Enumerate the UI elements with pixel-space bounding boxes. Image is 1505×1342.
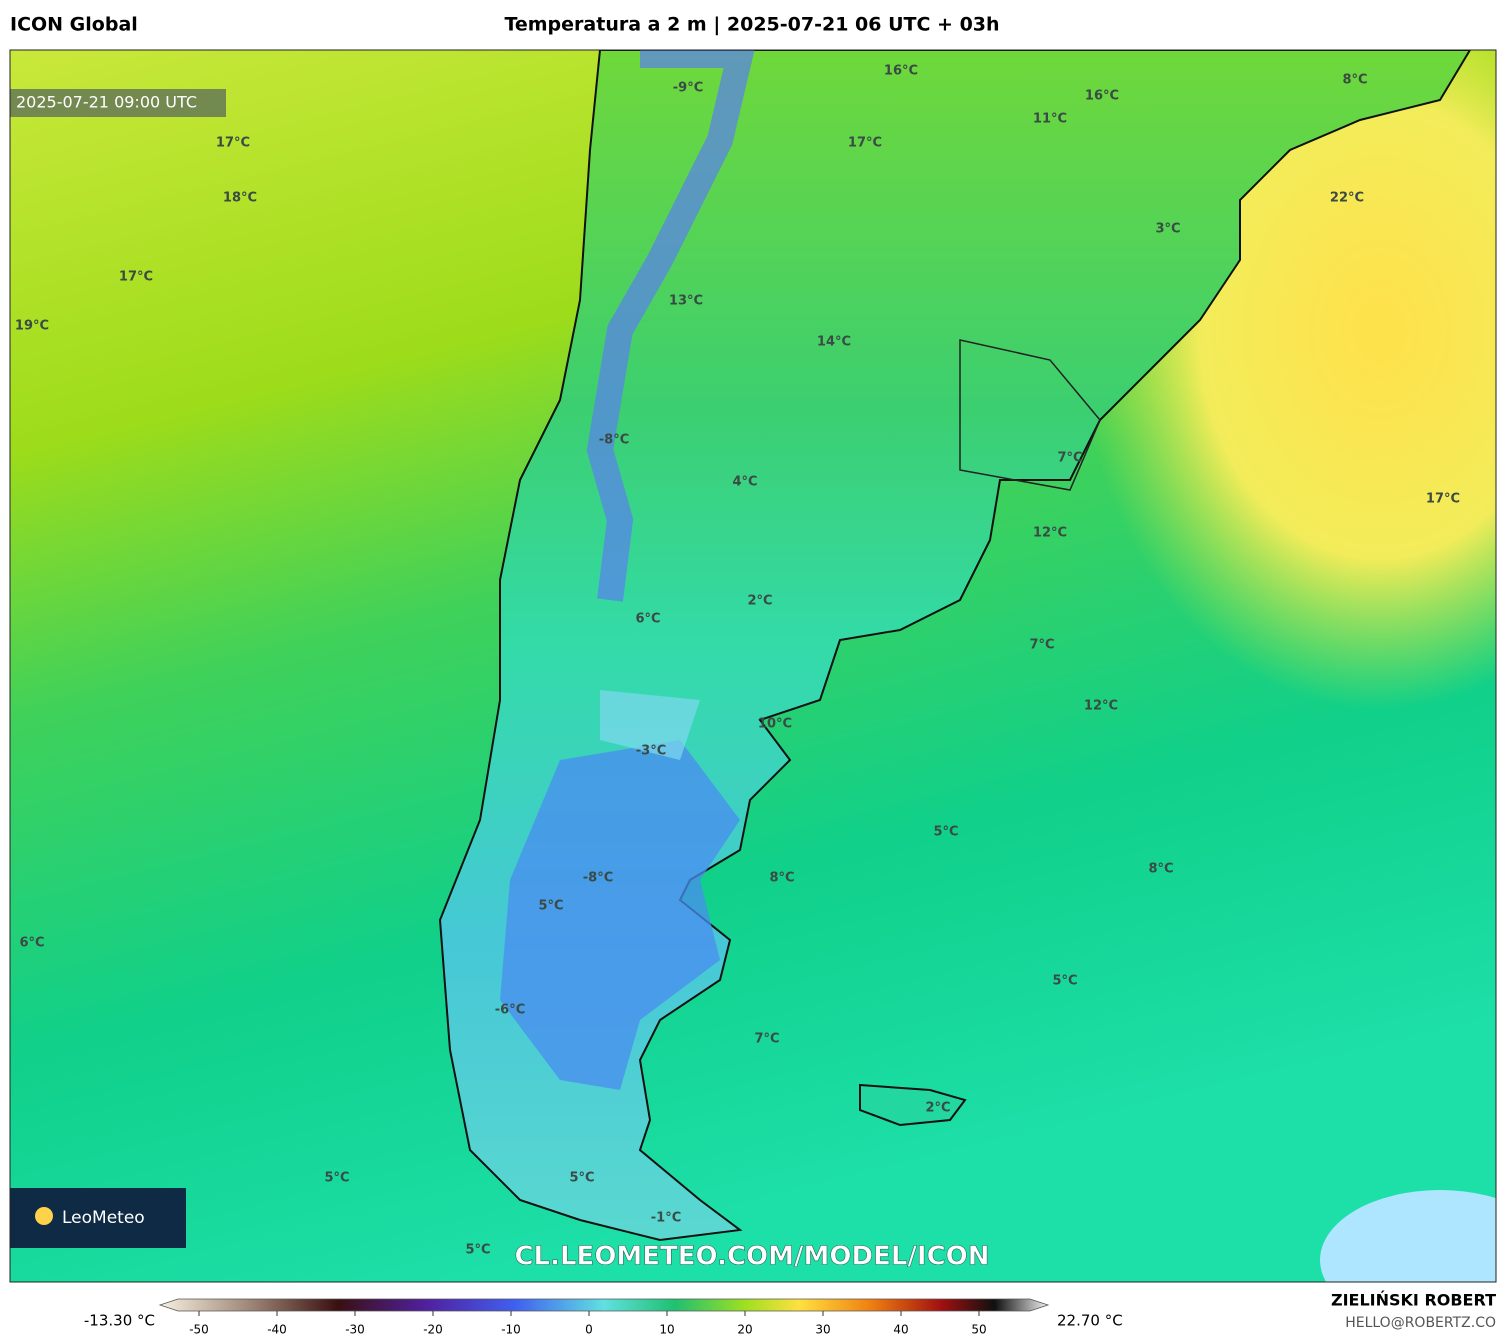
andes-cold [586,50,755,602]
temperature-label: 5°C [933,825,958,840]
watermark: CL.LEOMETEO.COM/MODEL/ICON [514,1242,989,1272]
temperature-label: 17°C [216,136,250,151]
timestamp: 2025-07-21 09:00 UTC [16,93,197,112]
model-name: ICON Global [10,14,138,36]
temperature-label: 6°C [635,612,660,627]
colorbar-tick-label: 40 [893,1323,908,1337]
cold-sea [1320,1190,1496,1282]
temperature-label: 12°C [1084,699,1118,714]
temperature-label: 2°C [747,594,772,609]
temperature-label: 5°C [569,1171,594,1186]
colorbar-tick-label: -30 [345,1323,365,1337]
temperature-label: -8°C [583,871,613,886]
logo: LeoMeteo [62,1208,145,1228]
colorbar-tick-label: 20 [737,1323,752,1337]
colorbar-tick-label: -50 [189,1323,209,1337]
colorbar [158,1298,1050,1312]
colorbar-tick-label: -40 [267,1323,287,1337]
temperature-label: 12°C [1033,526,1067,541]
temperature-label: -3°C [636,744,666,759]
temperature-label: 3°C [1155,222,1180,237]
temperature-label: 19°C [15,319,49,334]
temperature-label: 5°C [538,899,563,914]
colorbar-tick-label: 10 [659,1323,674,1337]
temperature-label: 5°C [465,1243,490,1258]
temperature-label: 5°C [324,1171,349,1186]
temperature-label: -1°C [651,1211,681,1226]
temperature-label: 17°C [119,270,153,285]
temperature-label: -6°C [495,1003,525,1018]
map: -9°C 16°C 8°C 16°C 11°C 17°C 17°C 18°C 22°C 3°C 17… [10,50,1496,1282]
colorbar-tick-label: 50 [971,1323,986,1337]
colorbar-max: 22.70 °C [1057,1312,1123,1330]
temperature-label: 8°C [769,871,794,886]
colorbar-tick-label: -10 [501,1323,521,1337]
colorbar-ticks: -50 -40 -30 -20 -10 0 10 20 30 40 50 [189,1311,987,1337]
temperature-label: 16°C [1085,89,1119,104]
temperature-label: 8°C [1148,862,1173,877]
temperature-labels: -9°C 16°C 8°C 16°C 11°C 17°C 17°C 18°C 22°C 3°C 17… [15,64,1460,1258]
temperature-label: 11°C [1033,112,1067,127]
temperature-label: 4°C [732,475,757,490]
temperature-label: 6°C [19,936,44,951]
temperature-label: 17°C [848,136,882,151]
map-title: Temperatura a 2 m | 2025-07-21 06 UTC + … [504,14,999,36]
author: ZIELIŃSKI ROBERT [1331,1291,1496,1310]
temperature-label: -8°C [599,433,629,448]
colorbar-min: -13.30 °C [84,1312,155,1330]
colorbar-tick-label: -20 [423,1323,443,1337]
colorbar-tick-label: 0 [585,1323,593,1337]
islands [859,1083,967,1127]
temperature-label: 7°C [754,1032,779,1047]
temperature-label: 7°C [1029,638,1054,653]
temperature-label: 2°C [925,1101,950,1116]
temperature-label: 17°C [1426,492,1460,507]
temperature-label: 5°C [1052,974,1077,989]
temperature-label: 18°C [223,191,257,206]
contact: HELLO@ROBERTZ.CO [1345,1315,1496,1331]
colorbar-tick-label: 30 [815,1323,830,1337]
logo-sun [35,1207,53,1225]
temperature-label: -9°C [673,81,703,96]
temperature-label: 13°C [669,294,703,309]
temperature-label: 10°C [758,717,792,732]
uruguay-border [959,339,1101,491]
temperature-label: 22°C [1330,191,1364,206]
temperature-label: 7°C [1057,451,1082,466]
plateau-cold [600,690,700,760]
temperature-label: 8°C [1342,73,1367,88]
temperature-label: 16°C [884,64,918,79]
patagonia-cold [500,740,740,1090]
temperature-label: 14°C [817,335,851,350]
timestamp-box [10,89,226,117]
map-frame [9,49,1497,1283]
